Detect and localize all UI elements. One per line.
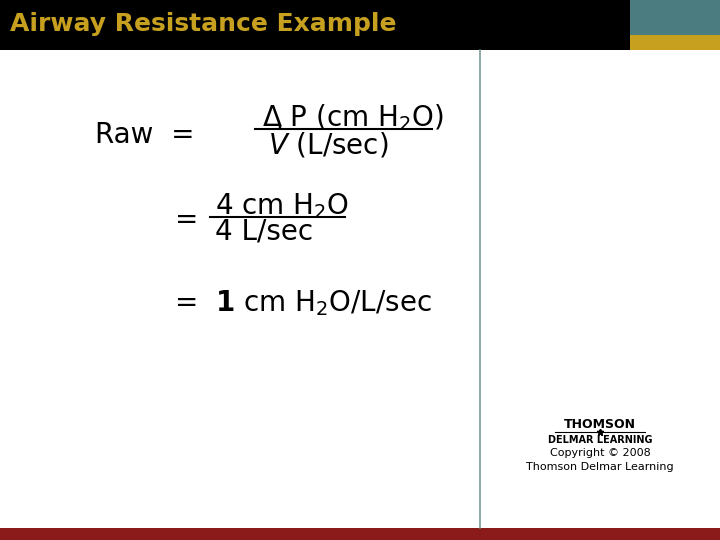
Text: $\Delta$ P (cm H$_2$O): $\Delta$ P (cm H$_2$O) bbox=[262, 103, 444, 133]
Text: THOMSON: THOMSON bbox=[564, 418, 636, 431]
Text: 4 cm H$_2$O: 4 cm H$_2$O bbox=[215, 191, 349, 221]
Text: DELMAR LEARNING: DELMAR LEARNING bbox=[548, 435, 652, 445]
Text: $\dot{V}$ (L/sec): $\dot{V}$ (L/sec) bbox=[268, 124, 389, 160]
Text: Airway Resistance Example: Airway Resistance Example bbox=[10, 12, 397, 36]
FancyBboxPatch shape bbox=[630, 35, 720, 50]
FancyBboxPatch shape bbox=[0, 0, 630, 50]
Text: $\mathbf{1}$ cm H$_2$O/L/sec: $\mathbf{1}$ cm H$_2$O/L/sec bbox=[215, 288, 431, 318]
FancyBboxPatch shape bbox=[0, 528, 720, 540]
Text: =: = bbox=[175, 289, 199, 317]
Text: 4 L/sec: 4 L/sec bbox=[215, 217, 313, 245]
Text: =: = bbox=[175, 206, 199, 234]
FancyBboxPatch shape bbox=[630, 0, 720, 35]
Text: Copyright © 2008
Thomson Delmar Learning: Copyright © 2008 Thomson Delmar Learning bbox=[526, 448, 674, 472]
Text: Raw  =: Raw = bbox=[95, 121, 194, 149]
